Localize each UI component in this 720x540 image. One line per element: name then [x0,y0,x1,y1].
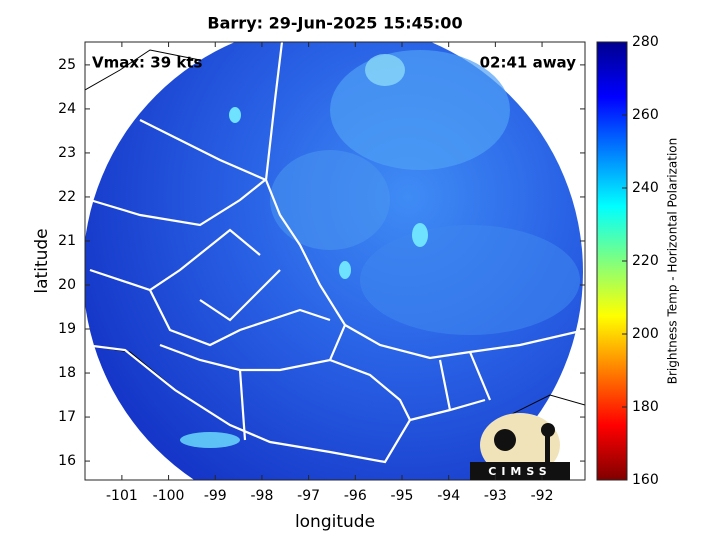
y-tick-label: 21 [58,233,76,249]
y-tick-label: 19 [58,321,76,337]
border [89,119,492,441]
colorbar-tick-label: 200 [632,326,659,342]
y-tick-label: 16 [58,453,76,469]
x-tick-label: -99 [204,488,227,504]
colorbar-tick-label: 280 [632,34,659,50]
plot-frame [84,41,586,481]
x-tick-label: -96 [344,488,367,504]
annotation: 02:41 away [480,54,577,72]
x-tick-label: -93 [484,488,507,504]
imagery [85,42,585,480]
x-tick-label: -94 [437,488,460,504]
y-tick-label: 20 [58,277,76,293]
cloud [229,107,241,123]
coastline [264,42,585,360]
colorbar-tick-label: 180 [632,399,659,415]
coastline [85,343,486,464]
colorbar-tick-label: 240 [632,180,659,196]
annotation: Vmax: 39 kts [92,54,202,72]
cloud [412,223,428,247]
colorbar-tick-label: 160 [632,472,659,488]
cloud [180,432,240,448]
y-tick-label: 24 [58,101,76,117]
logo-text: CIMSS [488,465,551,478]
x-tick-label: -97 [297,488,320,504]
x-tick-label: -100 [153,488,185,504]
y-tick-label: 25 [58,57,76,73]
y-tick-label: 23 [58,145,76,161]
logo-disc [480,413,560,477]
y-tick-label: 17 [58,409,76,425]
colorbar-label: Brightness Temp - Horizontal Polarizatio… [666,138,680,385]
title: Barry: 29-Jun-2025 15:45:00 [207,14,462,33]
logo-tank [541,423,555,437]
x-axis-label: longitude [295,512,375,532]
y-tick-label: 22 [58,189,76,205]
x-tick-label: -95 [391,488,414,504]
colorbar-tick-label: 260 [632,107,659,123]
logo-dish [494,429,516,451]
colorbar-tick-label: 220 [632,253,659,269]
x-tick-label: -101 [106,488,138,504]
cloud [360,225,580,335]
cloud [339,261,351,279]
cloud [365,54,405,86]
y-axis-label: latitude [32,228,52,293]
x-tick-label: -98 [250,488,273,504]
y-tick-label: 18 [58,365,76,381]
logo-tower [545,430,550,462]
cloud [270,150,390,250]
x-tick-label: -92 [531,488,554,504]
